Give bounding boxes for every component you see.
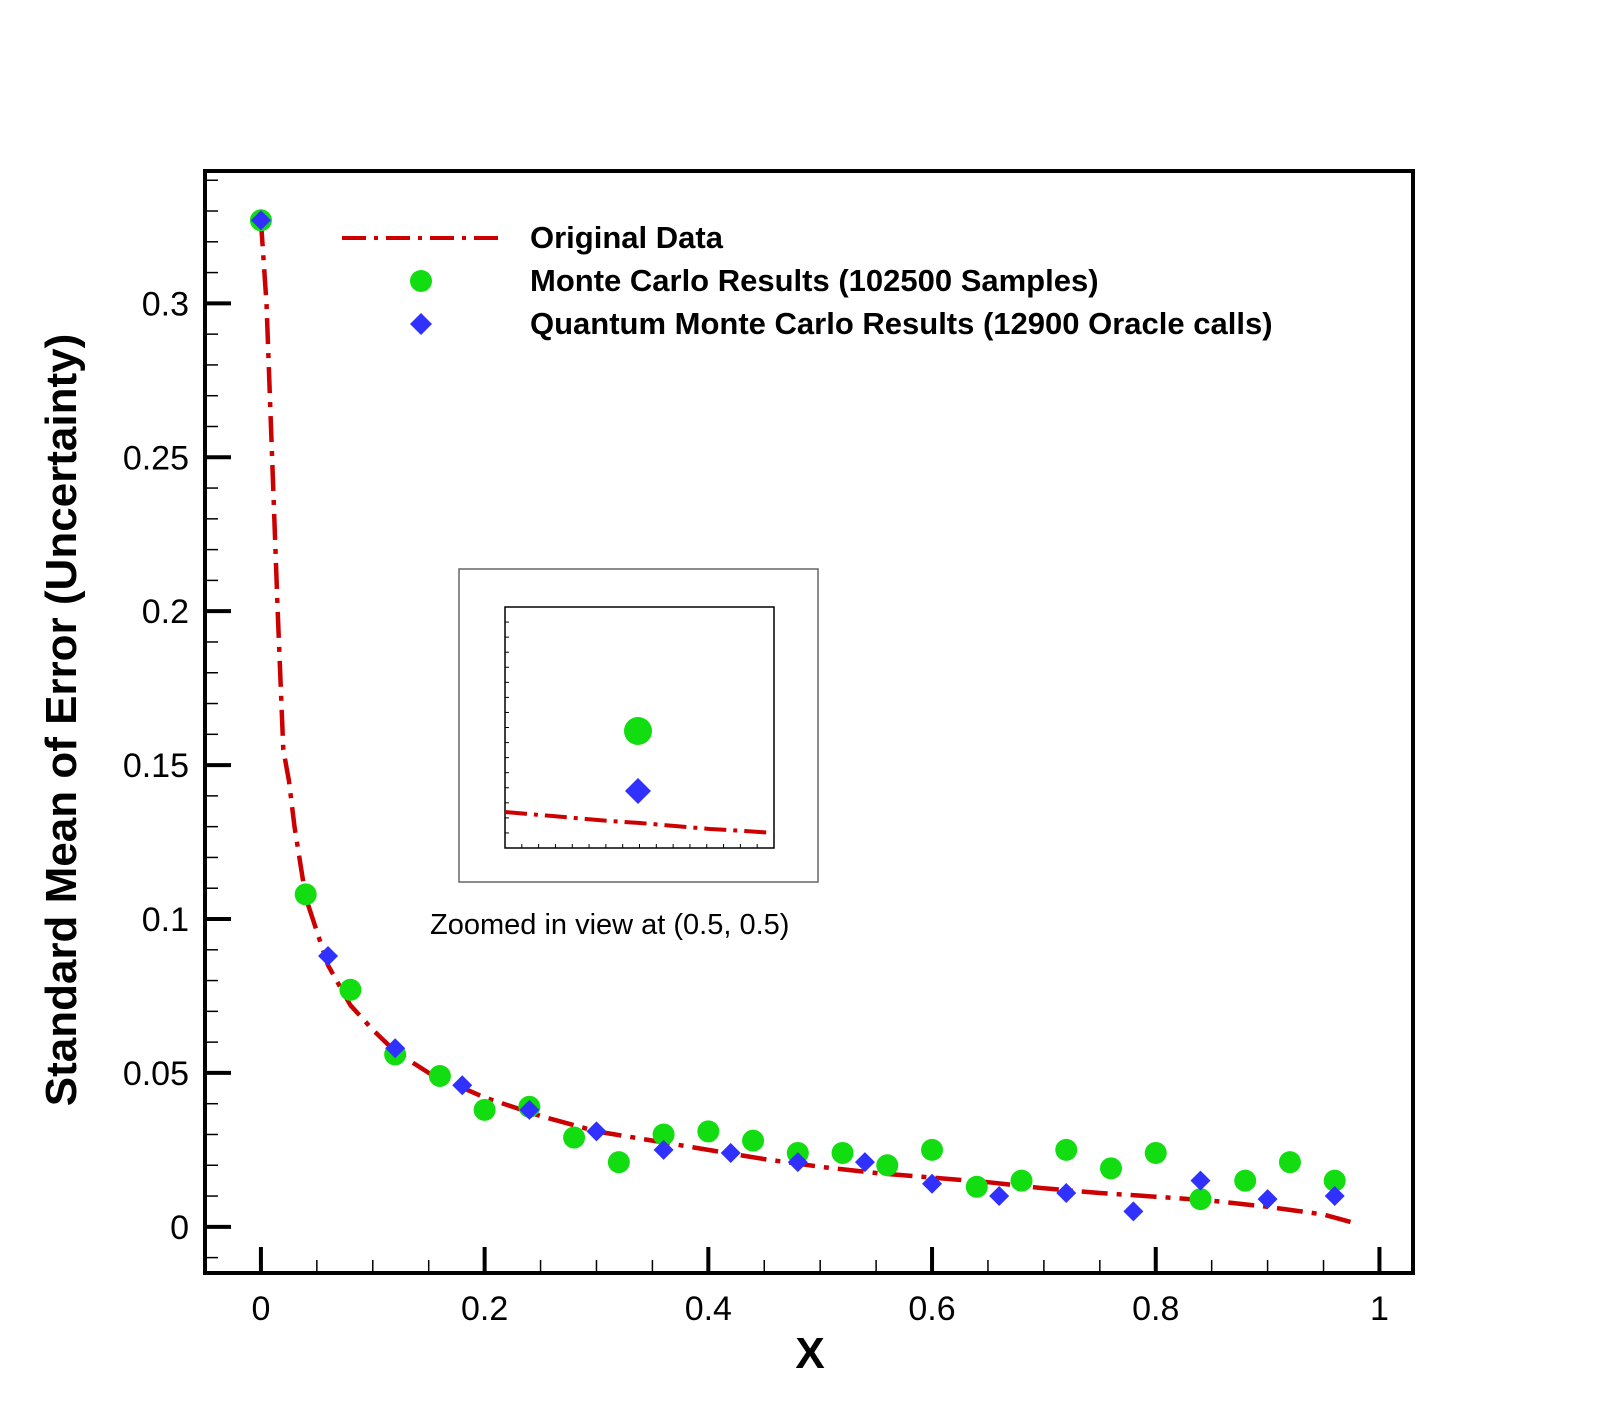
mc-point xyxy=(921,1138,944,1161)
legend-original-data: Original Data xyxy=(530,220,724,255)
qmc-point xyxy=(1056,1182,1077,1203)
mc-point xyxy=(563,1126,586,1149)
qmc-point xyxy=(854,1152,875,1173)
x-tick-label: 0.8 xyxy=(1132,1290,1179,1328)
plot-frame xyxy=(203,169,1415,1275)
mc-point xyxy=(1189,1188,1212,1211)
inset-line xyxy=(504,810,775,835)
y-tick-label: 0.3 xyxy=(142,285,189,323)
mc-point xyxy=(876,1154,899,1177)
mc-point xyxy=(428,1064,451,1087)
qmc-point xyxy=(519,1099,540,1120)
x-axis-title: X xyxy=(795,1329,824,1378)
qmc-point xyxy=(452,1075,473,1096)
mc-point xyxy=(607,1151,630,1174)
qmc-point xyxy=(385,1038,406,1059)
y-tick-label: 0.2 xyxy=(142,593,189,631)
qmc-point xyxy=(720,1142,741,1163)
qmc-point xyxy=(653,1139,674,1160)
y-axis-title: Standard Mean of Error (Uncertainty) xyxy=(37,334,86,1107)
mc-point xyxy=(1100,1157,1122,1180)
inset-caption: Zoomed in view at (0.5, 0.5) xyxy=(430,909,789,941)
mc-point xyxy=(1234,1169,1257,1192)
qmc-point xyxy=(1190,1170,1211,1191)
qmc-point xyxy=(989,1186,1010,1207)
qmc-point xyxy=(1123,1201,1144,1222)
qmc-point xyxy=(318,945,339,966)
mc-point xyxy=(742,1129,765,1152)
y-tick-label: 0.25 xyxy=(123,439,189,477)
legend: Original Data Monte Carlo Results (10250… xyxy=(342,220,1273,341)
mc-point xyxy=(697,1120,720,1143)
mc-point xyxy=(1278,1151,1301,1174)
mc-point xyxy=(652,1123,675,1146)
legend-quantum-monte-carlo: Quantum Monte Carlo Results (12900 Oracl… xyxy=(530,306,1273,341)
mc-point xyxy=(473,1098,496,1121)
mc-point xyxy=(831,1141,854,1164)
y-tick-label: 0.15 xyxy=(123,747,189,785)
mc-point xyxy=(1323,1169,1346,1192)
mc-point xyxy=(1055,1138,1078,1161)
qmc-point xyxy=(250,210,271,231)
x-tick-label: 0.4 xyxy=(685,1290,732,1328)
inset: Zoomed in view at (0.5, 0.5) xyxy=(430,568,819,941)
legend-monte-carlo: Monte Carlo Results (102500 Samples) xyxy=(530,263,1099,298)
inset-mc-point xyxy=(624,717,652,745)
x-tick-label: 0.2 xyxy=(461,1290,508,1328)
y-tick-label: 0 xyxy=(170,1209,189,1247)
legend-qmc-swatch xyxy=(410,313,432,335)
x-axis: 0 0.2 0.4 0.6 0.8 1 xyxy=(204,1247,1389,1328)
original-data-line xyxy=(258,220,1353,1225)
y-axis: 0 0.05 0.1 0.15 0.2 0.25 0.3 xyxy=(123,179,231,1259)
x-tick-label: 0 xyxy=(251,1290,270,1328)
mc-point xyxy=(339,978,362,1001)
legend-mc-swatch xyxy=(410,270,432,292)
mc-point xyxy=(1010,1169,1033,1192)
x-tick-label: 0.6 xyxy=(908,1290,955,1328)
y-tick-label: 0.1 xyxy=(142,901,189,939)
qmc-point xyxy=(787,1152,808,1173)
inset-qmc-point xyxy=(625,778,651,804)
qmc-point xyxy=(1324,1186,1345,1207)
quantum-monte-carlo-series xyxy=(250,210,1345,1222)
qmc-point xyxy=(1257,1189,1278,1210)
mc-point xyxy=(294,883,317,906)
x-tick-label: 1 xyxy=(1370,1290,1389,1328)
qmc-point xyxy=(586,1121,607,1142)
mc-point xyxy=(965,1175,988,1198)
inset-ticks xyxy=(505,621,758,848)
qmc-point xyxy=(922,1173,943,1194)
mc-point xyxy=(1144,1141,1167,1164)
y-tick-label: 0.05 xyxy=(123,1055,189,1093)
original-data-series xyxy=(258,220,1353,1225)
